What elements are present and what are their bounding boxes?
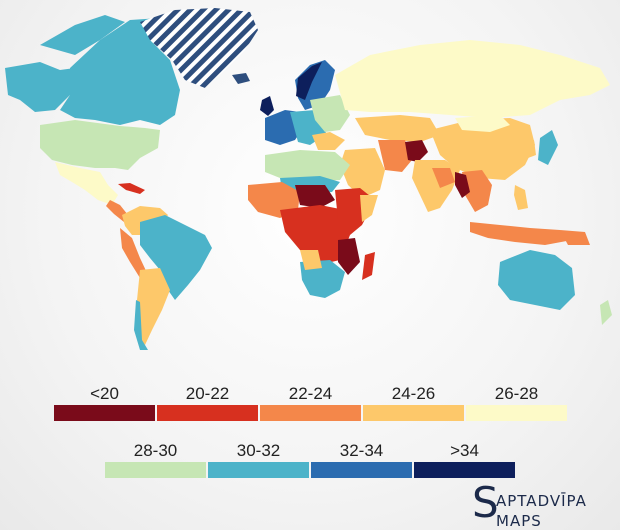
region-central-africa bbox=[280, 205, 350, 265]
region-china bbox=[430, 118, 535, 180]
region-canada-arctic bbox=[40, 15, 125, 55]
region-southeast-asia bbox=[462, 170, 492, 212]
region-iran bbox=[378, 140, 412, 172]
region-norway-dark bbox=[296, 62, 322, 100]
region-eastern-europe bbox=[310, 95, 350, 132]
legend-label: 24-26 bbox=[391, 384, 436, 403]
region-middle-east bbox=[340, 148, 385, 198]
region-new-zealand bbox=[600, 300, 612, 325]
legend-swatch bbox=[414, 462, 515, 478]
region-southern-africa bbox=[300, 260, 345, 298]
region-alaska bbox=[5, 62, 75, 112]
brand-line-2: MAPS bbox=[496, 512, 542, 530]
legend-row-2: 28-30 30-32 32-34 >34 bbox=[104, 440, 516, 478]
region-india bbox=[412, 160, 460, 212]
legend-label: <20 bbox=[90, 384, 119, 403]
legend-item: 20-22 bbox=[156, 383, 259, 421]
region-caribbean bbox=[118, 183, 145, 194]
region-png bbox=[560, 230, 590, 245]
legend-item: <20 bbox=[53, 383, 156, 421]
legend-item: 32-34 bbox=[310, 440, 413, 478]
region-madagascar bbox=[362, 252, 375, 280]
region-southern-cone bbox=[136, 268, 170, 345]
legend-label: 30-32 bbox=[236, 441, 281, 460]
legend-label: 20-22 bbox=[185, 384, 230, 403]
region-peru bbox=[120, 228, 148, 278]
region-afghanistan bbox=[405, 140, 428, 162]
world-map bbox=[5, 8, 612, 350]
legend-swatch bbox=[157, 405, 258, 421]
region-north-africa bbox=[265, 150, 350, 182]
legend-item: >34 bbox=[413, 440, 516, 478]
region-kazakhstan bbox=[355, 115, 440, 142]
region-west-africa bbox=[248, 182, 300, 218]
brand-line-1: APTADVĪPA bbox=[496, 492, 587, 510]
brand-initial: S bbox=[472, 478, 499, 527]
region-horn bbox=[360, 195, 378, 222]
region-iceland bbox=[232, 73, 250, 84]
legend-label: >34 bbox=[450, 441, 479, 460]
legend-label: 26-28 bbox=[494, 384, 539, 403]
region-canada bbox=[60, 18, 180, 125]
region-australia bbox=[498, 250, 575, 310]
region-russia bbox=[335, 40, 610, 118]
region-japan bbox=[538, 130, 558, 165]
region-balkans bbox=[312, 132, 345, 150]
region-chile-tip bbox=[134, 300, 148, 350]
legend-swatch bbox=[105, 462, 206, 478]
legend-swatch bbox=[466, 405, 567, 421]
region-usa bbox=[40, 120, 160, 170]
region-niger-chad bbox=[295, 185, 335, 208]
legend-swatch bbox=[54, 405, 155, 421]
legend-item: 24-26 bbox=[362, 383, 465, 421]
legend-item: 30-32 bbox=[207, 440, 310, 478]
legend-swatch bbox=[363, 405, 464, 421]
legend-label: 28-30 bbox=[133, 441, 178, 460]
legend-row-1: <20 20-22 22-24 24-26 26-28 bbox=[53, 383, 568, 421]
legend-swatch bbox=[311, 462, 412, 478]
legend-item: 28-30 bbox=[104, 440, 207, 478]
region-angola bbox=[300, 250, 322, 270]
region-indonesia bbox=[470, 222, 572, 245]
region-philippines bbox=[514, 185, 528, 210]
region-mongolia bbox=[455, 115, 510, 132]
region-korea bbox=[525, 140, 536, 158]
region-mexico bbox=[55, 162, 118, 205]
legend-item: 26-28 bbox=[465, 383, 568, 421]
region-india-east bbox=[432, 168, 455, 188]
legend-swatch bbox=[260, 405, 361, 421]
region-greenland bbox=[140, 8, 258, 88]
legend-label: 22-24 bbox=[288, 384, 333, 403]
region-tanzania bbox=[338, 238, 360, 275]
region-myanmar bbox=[455, 172, 470, 198]
region-brazil bbox=[140, 215, 212, 300]
legend-item: 22-24 bbox=[259, 383, 362, 421]
region-uk bbox=[260, 96, 274, 116]
legend-swatch bbox=[208, 462, 309, 478]
legend-label: 32-34 bbox=[339, 441, 384, 460]
